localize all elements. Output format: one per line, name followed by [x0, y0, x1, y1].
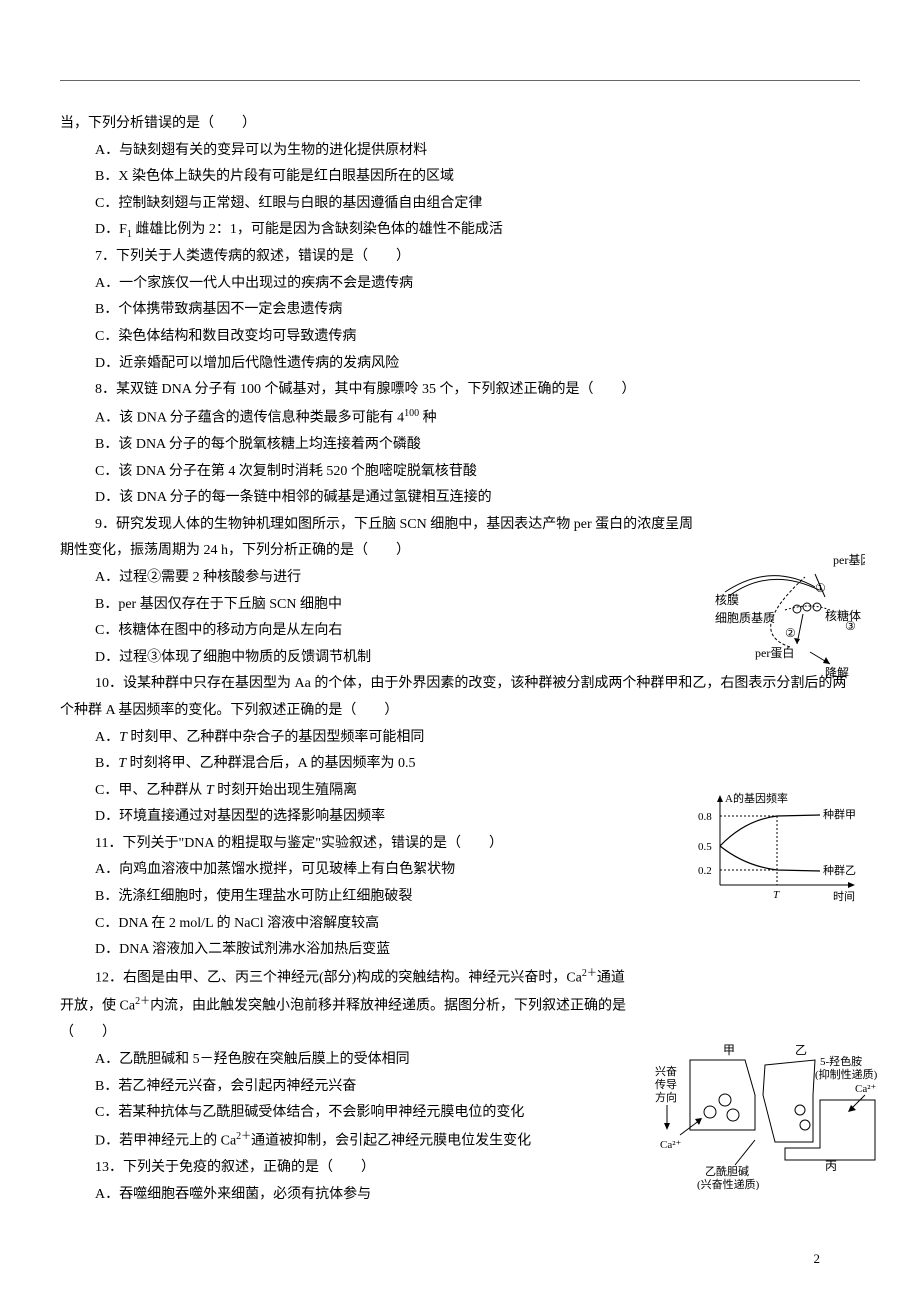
q10-x-label: 时间 — [833, 890, 855, 903]
q10-b-pre: B． — [95, 756, 118, 771]
q9-ribo2 — [803, 603, 811, 611]
q8-a-pre: A．该 DNA 分子蕴含的遗传信息种类最多可能有 4 — [95, 410, 404, 425]
q12-yi-label: 乙 — [795, 1043, 807, 1057]
q9-per-protein-label: per蛋白 — [755, 645, 794, 660]
q10-t-label: T — [773, 889, 780, 901]
q6-opt-d: D．F1 雌雄比例为 2：1，可能是因为含缺刻染色体的雄性不能成活 — [60, 217, 860, 244]
q10-c-ital: T — [206, 783, 214, 798]
q12-d-sup: 2＋ — [236, 1131, 251, 1142]
q12-serotonin2: (抑制性递质) — [815, 1067, 878, 1081]
q12-ca-arrowhead-right — [848, 1105, 856, 1112]
q9-arrowhead-down — [794, 638, 800, 644]
q10-a-pre: A． — [95, 730, 119, 745]
q7-opt-a: A．一个家族仅一代人中出现过的疾病不会是遗传病 — [60, 271, 860, 298]
q12-stem: 12．右图是由甲、乙、丙三个神经元(部分)构成的突触结构。神经元兴奋时，Ca2＋… — [60, 964, 860, 1047]
q6-intro: 当，下列分析错误的是（ ） — [60, 111, 860, 138]
q9-ribo1 — [793, 605, 801, 613]
q12-bing-label: 丙 — [825, 1159, 837, 1173]
q12-sup1: 2＋ — [582, 968, 597, 979]
q10-a-post: 时刻甲、乙种群中杂合子的基因型频率可能相同 — [127, 730, 425, 745]
q12-ca-left: Ca²⁺ — [660, 1139, 682, 1151]
q12-d-post: 通道被抑制，会引起乙神经元膜电位发生变化 — [251, 1133, 531, 1148]
q12-dir1: 兴奋 — [655, 1064, 677, 1078]
q8-a-sup: 100 — [404, 408, 419, 419]
q9-mrna — [785, 606, 830, 610]
q10-ytick-05: 0.5 — [698, 841, 712, 853]
q12-vesicle-yi1 — [795, 1105, 805, 1115]
q12-sup2: 2＋ — [135, 996, 150, 1007]
q10-line-jia — [720, 815, 820, 846]
q10-c-post: 时刻开始出现生殖隔离 — [214, 783, 358, 798]
q12-vesicle2 — [727, 1109, 739, 1121]
q10-line1-label: 种群甲 — [823, 807, 856, 821]
q12-vesicle-yi2 — [800, 1120, 810, 1130]
q11-opt-c: C．DNA 在 2 mol/L 的 NaCl 溶液中溶解度较高 — [60, 911, 860, 938]
q12-vesicle1 — [719, 1094, 731, 1106]
q9-nuclear-membrane-label: 核膜 — [715, 593, 739, 607]
q9-degradation-label: 降解 — [825, 666, 849, 680]
page-number: 2 — [814, 1247, 821, 1272]
q12-diagram-svg: 甲 乙 丙 兴奋 传导 方向 Ca²⁺ Ca²⁺ 5-羟色胺 (抑制性递质) 乙… — [655, 1040, 880, 1190]
q10-opt-a: A．T 时刻甲、乙种群中杂合子的基因型频率可能相同 — [60, 725, 860, 752]
q10-b-post: 时刻将甲、乙种群混合后，A 的基因频率为 0.5 — [126, 756, 415, 771]
q6-d-post: 雌雄比例为 2：1，可能是因为含缺刻染色体的雄性不能成活 — [132, 222, 503, 237]
q9-per-gene-label: per基因 — [833, 553, 865, 567]
q10-a-ital: T — [119, 730, 127, 745]
q10-c-pre: C．甲、乙种群从 — [95, 783, 206, 798]
q10-y-arrow — [717, 795, 723, 802]
q12-jia-label: 甲 — [723, 1043, 735, 1057]
q8-opt-b: B．该 DNA 分子的每个脱氧核糖上均连接着两个磷酸 — [60, 432, 860, 459]
q8-stem: 8．某双链 DNA 分子有 100 个碱基对，其中有腺嘌呤 35 个，下列叙述正… — [60, 377, 860, 404]
q8-a-post: 种 — [419, 410, 437, 425]
q7-opt-c: C．染色体结构和数目改变均可导致遗传病 — [60, 324, 860, 351]
q12-serotonin1: 5-羟色胺 — [820, 1054, 862, 1068]
q10-x-arrow — [848, 882, 855, 888]
q6-opt-b: B．X 染色体上缺失的片段有可能是红白眼基因所在的区域 — [60, 164, 860, 191]
q10-line-yi — [720, 846, 820, 871]
q12-ca-arrowhead-left — [695, 1118, 702, 1125]
q8-opt-d: D．该 DNA 分子的每一条链中相邻的碱基是通过氢键相互连接的 — [60, 485, 860, 512]
q12-ca-right: Ca²⁺ — [855, 1083, 877, 1095]
q9-n2: ② — [785, 626, 796, 640]
q7-opt-b: B．个体携带致病基因不一定会患遗传病 — [60, 297, 860, 324]
q12-dir-arrowhead — [664, 1123, 670, 1130]
q8-opt-a: A．该 DNA 分子蕴含的遗传信息种类最多可能有 4100 种 — [60, 404, 860, 432]
q9-n1: ① — [815, 581, 826, 595]
q12-dir3: 方向 — [655, 1090, 677, 1104]
q10-y-label: A的基因频率 — [725, 791, 788, 805]
q10-ytick-02: 0.2 — [698, 865, 712, 877]
q9-diagram-svg: per基因 核膜 ① 细胞质基质 核糖体 ② ③ per蛋白 降解 — [715, 552, 865, 682]
q10-figure: A的基因频率 时间 0.8 0.5 0.2 T 种群甲 种群乙 — [695, 790, 865, 905]
q6-d-pre: D．F — [95, 222, 127, 237]
q12-neuron-bing — [785, 1100, 875, 1160]
q10-chart-svg: A的基因频率 时间 0.8 0.5 0.2 T 种群甲 种群乙 — [695, 790, 865, 905]
horizontal-rule — [60, 80, 860, 81]
q12-figure: 甲 乙 丙 兴奋 传导 方向 Ca²⁺ Ca²⁺ 5-羟色胺 (抑制性递质) 乙… — [655, 1040, 880, 1190]
q9-figure: per基因 核膜 ① 细胞质基质 核糖体 ② ③ per蛋白 降解 — [715, 552, 865, 682]
q9-n3: ③ — [845, 619, 856, 633]
q6-opt-c: C．控制缺刻翅与正常翅、红眼与白眼的基因遵循自由组合定律 — [60, 191, 860, 218]
q7-stem: 7．下列关于人类遗传病的叙述，错误的是（ ） — [60, 244, 860, 271]
q12-ach2: (兴奋性递质) — [697, 1177, 760, 1190]
q9-cytoplasm-label: 细胞质基质 — [715, 611, 775, 625]
q12-ach1: 乙酰胆碱 — [705, 1164, 749, 1178]
q10-ytick-08: 0.8 — [698, 811, 712, 823]
q12-vesicle3 — [704, 1106, 716, 1118]
q6-opt-a: A．与缺刻翅有关的变异可以为生物的进化提供原材料 — [60, 138, 860, 165]
q12-s1: 12．右图是由甲、乙、丙三个神经元(部分)构成的突触结构。神经元兴奋时，Ca — [95, 971, 582, 986]
q10-opt-b: B．T 时刻将甲、乙种群混合后，A 的基因频率为 0.5 — [60, 751, 860, 778]
q7-opt-d: D．近亲婚配可以增加后代隐性遗传病的发病风险 — [60, 351, 860, 378]
q12-dir2: 传导 — [655, 1078, 677, 1091]
q12-d-pre: D．若甲神经元上的 Ca — [95, 1133, 236, 1148]
q10-b-ital: T — [118, 756, 126, 771]
q11-opt-d: D．DNA 溶液加入二苯胺试剂沸水浴加热后变蓝 — [60, 937, 860, 964]
q10-line2-label: 种群乙 — [823, 863, 856, 877]
q12-ach-pointer — [735, 1140, 755, 1165]
q8-opt-c: C．该 DNA 分子在第 4 次复制时消耗 520 个胞嘧啶脱氧核苷酸 — [60, 459, 860, 486]
